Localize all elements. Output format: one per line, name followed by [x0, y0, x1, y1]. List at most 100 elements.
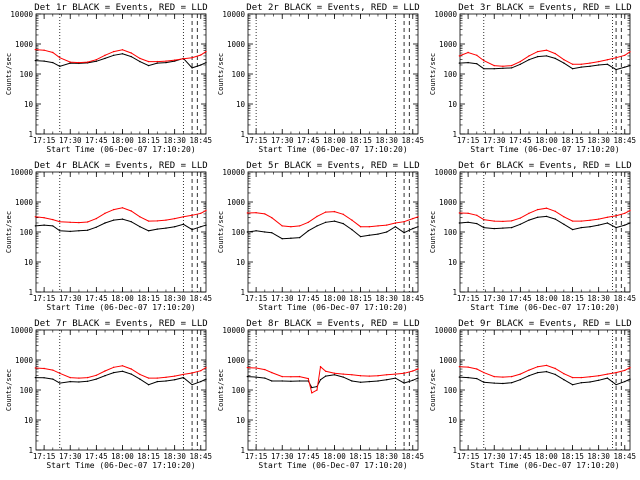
data-point-events — [139, 60, 141, 63]
data-point-lld — [139, 216, 141, 218]
data-point-lld — [95, 217, 98, 220]
data-point-lld — [377, 225, 379, 227]
data-point-lld — [139, 57, 141, 60]
subplot-title: Det 7r BLACK = Events, RED = LLD — [34, 319, 207, 329]
data-point-events — [246, 375, 249, 378]
data-point-events — [174, 379, 176, 381]
axes-frame — [459, 329, 631, 451]
data-point-lld — [476, 368, 478, 370]
data-point-lld — [156, 220, 158, 222]
data-point-lld — [368, 226, 370, 228]
y-tick-label: 10 — [236, 258, 246, 267]
y-tick-label: 1 — [240, 288, 245, 297]
data-point-events — [311, 386, 313, 389]
data-point-lld — [156, 60, 158, 63]
data-point-events — [519, 379, 521, 381]
y-tick-label: 10 — [236, 100, 246, 109]
data-point-lld — [571, 63, 574, 65]
series-line-events — [35, 218, 207, 232]
axes-frame — [35, 13, 207, 135]
x-tick-label: 18:15 — [137, 136, 160, 145]
data-point-events — [483, 68, 485, 70]
x-tick-label: 17:45 — [509, 452, 532, 461]
y-tick-label: 1000 — [227, 198, 246, 207]
x-tick-label: 18:45 — [613, 452, 636, 461]
y-tick-label: 1 — [452, 446, 457, 455]
data-point-lld — [342, 373, 344, 375]
y-tick-label: 10 — [24, 100, 34, 109]
data-point-lld — [615, 57, 617, 59]
x-tick-label: 18:00 — [535, 452, 558, 461]
data-point-lld — [580, 376, 582, 379]
x-axis-label: Start Time (06-Dec-07 17:10:20) — [470, 461, 619, 470]
data-point-lld — [174, 375, 176, 377]
data-point-events — [403, 232, 405, 234]
data-point-events — [52, 378, 54, 380]
y-tick-label: 10 — [24, 416, 34, 425]
data-point-events — [528, 375, 530, 377]
data-point-lld — [403, 372, 405, 374]
data-point-events — [86, 229, 89, 231]
data-point-events — [351, 228, 353, 231]
data-point-events — [271, 232, 273, 234]
data-point-lld — [519, 373, 521, 375]
y-tick-label: 10000 — [434, 168, 457, 177]
data-point-events — [86, 380, 89, 382]
data-point-events — [615, 384, 617, 386]
data-point-events — [130, 221, 132, 223]
data-point-events — [290, 237, 292, 239]
data-point-lld — [483, 371, 485, 374]
data-point-events — [281, 238, 283, 240]
axes-frame — [459, 171, 631, 293]
y-tick-label: 100 — [443, 228, 457, 237]
data-point-events — [246, 231, 249, 233]
x-tick-label: 18:15 — [349, 452, 372, 461]
data-point-events — [69, 62, 71, 64]
data-point-lld — [615, 215, 617, 217]
x-tick-label: 18:00 — [323, 294, 346, 303]
x-tick-label: 17:30 — [59, 136, 82, 145]
data-point-lld — [589, 376, 591, 378]
data-point-lld — [205, 366, 207, 369]
data-point-lld — [156, 377, 158, 379]
data-point-events — [139, 226, 141, 228]
y-axis-label: Counts/sec — [5, 211, 13, 253]
series-line-events — [35, 53, 207, 69]
data-point-events — [368, 380, 370, 383]
data-point-events — [333, 220, 336, 222]
y-tick-label: 1000 — [15, 198, 34, 207]
data-point-events — [580, 382, 582, 384]
axes-frame — [459, 13, 631, 135]
y-tick-label: 10000 — [434, 10, 457, 19]
y-axis-label: Counts/sec — [429, 211, 437, 253]
data-point-lld — [624, 369, 626, 372]
data-point-lld — [598, 375, 600, 377]
data-point-events — [271, 380, 273, 382]
series-line-lld — [35, 207, 207, 224]
data-point-events — [165, 227, 167, 229]
data-point-events — [606, 222, 609, 224]
data-point-lld — [78, 61, 80, 64]
data-point-events — [589, 381, 591, 383]
data-point-lld — [281, 375, 283, 378]
data-point-lld — [182, 373, 185, 376]
data-point-events — [59, 382, 61, 384]
data-point-lld — [319, 366, 322, 368]
data-point-events — [325, 375, 327, 377]
y-tick-label: 1 — [28, 446, 33, 455]
data-point-events — [554, 57, 556, 60]
subplot-det-8: Det 8r BLACK = Events, RED = LLD 1 10 100 10… — [217, 319, 424, 470]
data-point-lld — [589, 62, 591, 64]
subplot-title: Det 3r BLACK = Events, RED = LLD — [458, 3, 631, 13]
x-tick-label: 17:45 — [297, 452, 320, 461]
data-point-lld — [104, 212, 106, 214]
data-point-events — [43, 377, 45, 379]
data-point-events — [580, 66, 582, 68]
data-point-lld — [325, 370, 327, 372]
data-point-events — [519, 223, 521, 225]
x-tick-label: 18:30 — [587, 452, 610, 461]
data-point-events — [174, 60, 176, 62]
subplot-title: Det 9r BLACK = Events, RED = LLD — [458, 319, 631, 329]
y-tick-label: 10000 — [222, 326, 245, 335]
data-point-events — [200, 64, 202, 66]
